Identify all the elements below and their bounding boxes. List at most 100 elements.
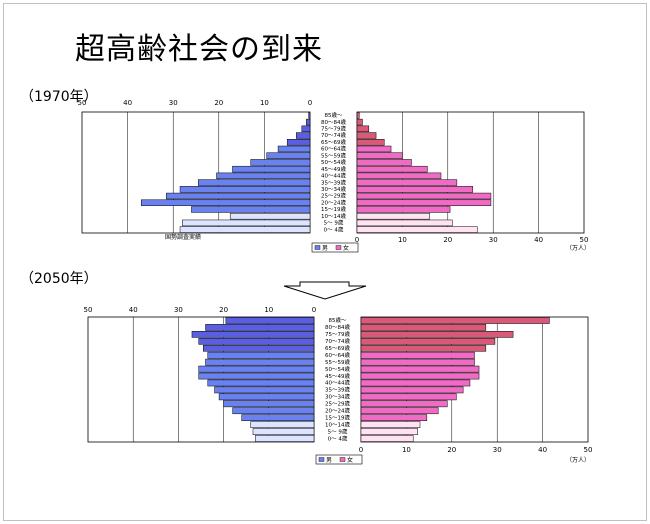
legend-label-female-2050: 女: [347, 456, 353, 464]
tick-label-male-1970: 30: [169, 99, 178, 107]
bar-female-2050: [360, 331, 514, 338]
bar-female-1970: [356, 219, 453, 227]
age-label-1970: 40～44歳: [321, 172, 346, 180]
bar-male-2050: [250, 421, 315, 428]
age-label-2050: 85歳～: [329, 316, 347, 324]
tick-label-female-1970: 30: [489, 236, 498, 244]
bar-female-1970: [356, 179, 458, 186]
age-label-2050: 10～14歳: [325, 420, 350, 428]
bar-male-2050: [252, 428, 315, 435]
bar-female-1970: [356, 118, 363, 126]
bar-male-1970: [232, 165, 311, 173]
year-label-2050: （2050年）: [20, 271, 98, 287]
tick-label-female-2050: 0: [359, 446, 363, 454]
legend-label-male-2050: 男: [326, 457, 332, 464]
age-label-1970: 60～64歳: [321, 145, 346, 153]
bar-male-1970: [229, 212, 311, 220]
age-label-2050: 40～44歳: [325, 379, 350, 387]
bar-male-1970: [179, 186, 311, 193]
age-label-1970: 10～14歳: [321, 212, 346, 220]
age-label-2050: 55～59歳: [325, 358, 350, 366]
bar-female-2050: [360, 379, 471, 387]
age-label-1970: 80～84歳: [321, 118, 346, 126]
tick-label-female-2050: 40: [538, 446, 547, 454]
tick-label-male-2050: 0: [312, 306, 316, 314]
bar-male-2050: [198, 337, 315, 345]
bar-male-2050: [198, 372, 315, 380]
legend-swatch-male-1970: [314, 245, 321, 250]
age-label-2050: 60～64歳: [325, 351, 350, 359]
age-label-2050: 25～29歳: [325, 400, 350, 408]
bar-female-1970: [356, 186, 474, 193]
plot-frame-female-2050: [360, 316, 589, 443]
source-note-1970: 国勢調査実績: [165, 233, 201, 241]
bar-female-1970: [356, 125, 370, 133]
year-label-1970: （1970年）: [20, 89, 98, 105]
bar-male-2050: [225, 317, 315, 324]
tick-label-female-1970: 50: [580, 236, 589, 244]
age-label-2050: 5～ 9歳: [328, 427, 348, 435]
plot-frame-female-1970: [356, 111, 585, 234]
bar-female-2050: [360, 317, 550, 324]
age-label-1970: 55～59歳: [321, 151, 346, 159]
age-label-1970: 65～69歳: [321, 138, 346, 146]
bar-male-2050: [232, 407, 315, 415]
tick-label-male-1970: 20: [214, 99, 223, 107]
legend-label-male-1970: 男: [322, 245, 328, 252]
tick-label-female-1970: 0: [355, 236, 359, 244]
legend-swatch-female-1970: [335, 245, 342, 250]
bar-male-1970: [179, 226, 311, 233]
age-label-2050: 0～ 4歳: [328, 434, 348, 442]
bar-female-2050: [360, 344, 487, 352]
bar-female-2050: [360, 435, 414, 442]
tick-label-female-2050: 50: [584, 446, 593, 454]
legend-box-2050: [315, 454, 363, 465]
slide-title: 超高齢社会の到来: [75, 32, 323, 67]
bar-female-1970: [356, 152, 403, 159]
legend-swatch-female-2050: [339, 457, 346, 462]
bar-female-1970: [356, 139, 385, 146]
bar-male-2050: [207, 351, 315, 359]
bar-female-1970: [356, 132, 377, 139]
bar-female-1970: [356, 165, 428, 173]
tick-label-male-1970: 10: [260, 99, 269, 107]
bar-male-1970: [250, 159, 311, 166]
bar-male-1970: [277, 145, 311, 153]
age-label-1970: 75～79歳: [321, 124, 346, 132]
bar-female-2050: [360, 414, 428, 422]
down-arrow-icon: [283, 281, 367, 300]
tick-label-male-2050: 10: [264, 306, 273, 314]
bar-female-2050: [360, 372, 480, 380]
bar-male-2050: [198, 365, 315, 373]
age-label-2050: 30～34歳: [325, 393, 350, 401]
age-label-1970: 15～19歳: [321, 205, 346, 213]
age-label-1970: 45～49歳: [321, 165, 346, 173]
bar-male-1970: [166, 192, 311, 200]
bar-female-2050: [360, 386, 464, 394]
legend-swatch-male-2050: [318, 457, 325, 462]
age-label-2050: 70～74歳: [325, 337, 350, 345]
tick-label-male-2050: 30: [174, 306, 183, 314]
bar-male-2050: [254, 435, 315, 442]
bar-female-1970: [356, 172, 442, 180]
bar-male-2050: [214, 386, 315, 394]
age-label-2050: 65～69歳: [325, 344, 350, 352]
bar-female-2050: [360, 358, 475, 366]
bar-male-1970: [286, 139, 311, 146]
bar-female-2050: [360, 421, 421, 428]
bar-male-2050: [203, 344, 315, 352]
tick-label-male-2050: 40: [129, 306, 138, 314]
age-label-2050: 75～79歳: [325, 330, 350, 338]
tick-label-male-2050: 50: [84, 306, 93, 314]
bar-male-1970: [266, 152, 311, 159]
tick-label-female-2050: 20: [447, 446, 456, 454]
bar-female-2050: [360, 351, 475, 359]
tick-label-male-1970: 40: [123, 99, 132, 107]
bar-female-2050: [360, 337, 496, 345]
unit-label-1970: （万人）: [566, 245, 590, 252]
bar-male-1970: [198, 179, 311, 186]
age-label-1970: 5～ 9歳: [324, 219, 344, 227]
bar-male-1970: [306, 118, 311, 126]
slide-frame: [3, 3, 647, 521]
